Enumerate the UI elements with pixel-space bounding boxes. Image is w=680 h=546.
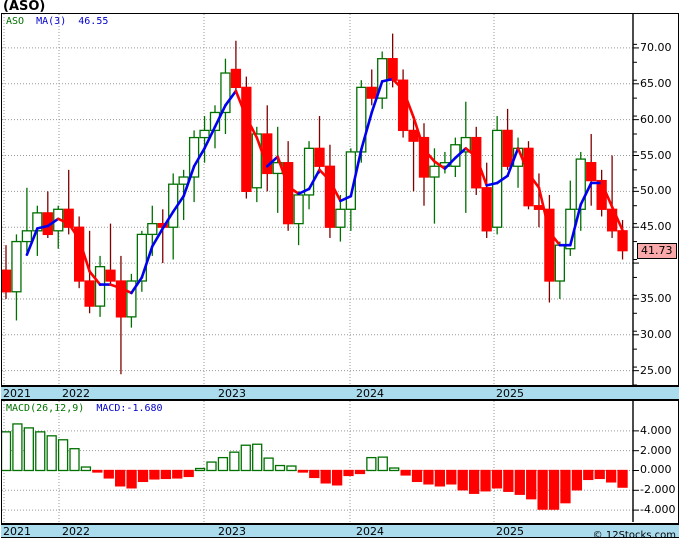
price-axis-label: 65.00 (640, 76, 672, 90)
price-axis-label: 25.00 (640, 363, 672, 377)
macd-plot (2, 401, 639, 522)
year-label-2024: 2024 (356, 525, 384, 538)
macd-chart-panel: MACD(26,12,9) MACD:-1.680 (1, 400, 679, 524)
macd-legend: MACD(26,12,9) MACD:-1.680 (6, 403, 163, 414)
price-legend: ASO MA(3) 46.55 (6, 16, 108, 27)
price-chart-panel: ASO MA(3) 46.55 (1, 13, 679, 386)
year-label-2023: 2023 (218, 387, 246, 400)
price-axis-label: 50.00 (640, 184, 672, 198)
price-axis-label: 70.00 (640, 40, 672, 54)
year-label-2022: 2022 (62, 525, 90, 538)
macd-axis-label: -2.000 (640, 483, 676, 497)
year-label-2021: 2021 (3, 525, 31, 538)
macd-axis-label: -4.000 (640, 503, 676, 517)
year-label-2021: 2021 (3, 387, 31, 400)
legend-ma-value: 46.55 (78, 16, 109, 27)
legend-ma-label: MA(3) (36, 16, 67, 27)
year-label-2024: 2024 (356, 387, 384, 400)
macd-axis-label: 2.000 (640, 443, 672, 457)
price-axis-label: 30.00 (640, 327, 672, 341)
year-label-2025: 2025 (496, 525, 524, 538)
legend-symbol: ASO (6, 16, 25, 27)
price-axis-label: 35.00 (640, 291, 672, 305)
page-title: (ASO) (3, 0, 46, 14)
legend-macd-name: MACD(26,12,9) (6, 403, 85, 414)
price-year-axis: 2021 2022 2023 2024 2025 (1, 386, 679, 400)
year-label-2022: 2022 (62, 387, 90, 400)
price-plot (2, 14, 639, 385)
last-price-badge: 41.73 (637, 242, 677, 259)
copyright-notice: © 12Stocks.com (592, 530, 676, 541)
legend-macd-value: MACD:-1.680 (96, 403, 163, 414)
price-axis-label: 60.00 (640, 112, 672, 126)
year-label-2025: 2025 (496, 387, 524, 400)
price-axis-label: 45.00 (640, 220, 672, 234)
macd-axis-label: 0.000 (640, 463, 672, 477)
year-label-2023: 2023 (218, 525, 246, 538)
macd-year-axis: 2021 2022 2023 2024 2025 (1, 524, 679, 538)
macd-axis-label: 4.000 (640, 423, 672, 437)
price-axis-label: 55.00 (640, 148, 672, 162)
